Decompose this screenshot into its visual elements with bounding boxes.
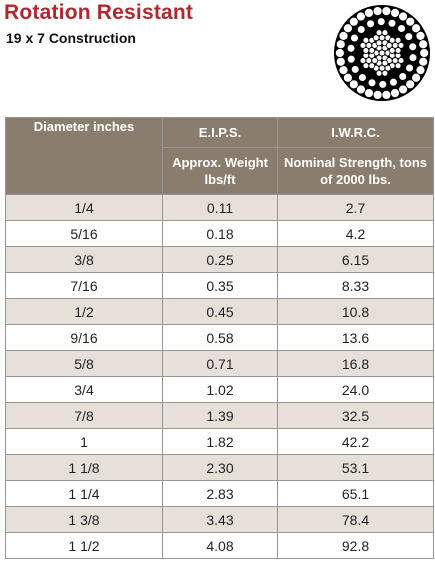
cell-strength: 24.0: [277, 376, 434, 403]
page-title: Rotation Resistant: [4, 1, 194, 24]
table-row: 7/16 0.35 8.33: [5, 272, 434, 299]
cell-diameter: 5/16: [5, 220, 163, 247]
table-row: 1 1/4 2.83 65.1: [5, 480, 434, 507]
cell-strength: 6.15: [277, 246, 434, 273]
table-row: 1 1/2 4.08 92.8: [5, 532, 434, 559]
construction-subtitle: 19 x 7 Construction: [6, 30, 136, 46]
table-row: 1 3/8 3.43 78.4: [5, 506, 434, 533]
cell-strength: 92.8: [277, 532, 434, 559]
table-row: 5/8 0.71 16.8: [5, 350, 434, 377]
cell-strength: 53.1: [277, 454, 434, 481]
cell-weight: 0.18: [162, 220, 278, 247]
cell-weight: 0.25: [162, 246, 278, 273]
cell-diameter: 1/2: [5, 298, 163, 325]
cell-strength: 78.4: [277, 506, 434, 533]
cell-weight: 0.45: [162, 298, 278, 325]
cell-weight: 0.58: [162, 324, 278, 351]
cell-diameter: 1 1/8: [5, 454, 163, 481]
column-header-diameter: Diameter inches: [5, 117, 163, 195]
cell-weight: 1.39: [162, 402, 278, 429]
cell-weight: 4.08: [162, 532, 278, 559]
cell-diameter: 7/16: [5, 272, 163, 299]
cell-strength: 10.8: [277, 298, 434, 325]
cell-strength: 16.8: [277, 350, 434, 377]
cell-strength: 65.1: [277, 480, 434, 507]
cell-diameter: 1 3/8: [5, 506, 163, 533]
cell-weight: 1.02: [162, 376, 278, 403]
table-row: 7/8 1.39 32.5: [5, 402, 434, 429]
cell-strength: 8.33: [277, 272, 434, 299]
cell-diameter: 1 1/4: [5, 480, 163, 507]
cell-diameter: 1 1/2: [5, 532, 163, 559]
cell-weight: 0.35: [162, 272, 278, 299]
cell-weight: 3.43: [162, 506, 278, 533]
cell-diameter: 1: [5, 428, 163, 455]
cell-strength: 2.7: [277, 194, 434, 221]
cell-weight: 2.83: [162, 480, 278, 507]
column-header-weight: Approx. Weight lbs/ft: [162, 147, 278, 195]
column-header-iwrc: I.W.R.C.: [277, 117, 434, 148]
table-row: 1 1/8 2.30 53.1: [5, 454, 434, 481]
table-row: 9/16 0.58 13.6: [5, 324, 434, 351]
cell-strength: 13.6: [277, 324, 434, 351]
table-row: 1 1.82 42.2: [5, 428, 434, 455]
rope-spec-table: Diameter inches E.I.P.S. I.W.R.C. Approx…: [5, 117, 434, 559]
cell-diameter: 9/16: [5, 324, 163, 351]
table-row: 1/4 0.11 2.7: [5, 194, 434, 221]
wire-rope-cross-section-icon: [333, 4, 431, 102]
table-row: 3/4 1.02 24.0: [5, 376, 434, 403]
cell-weight: 2.30: [162, 454, 278, 481]
cell-diameter: 5/8: [5, 350, 163, 377]
cell-strength: 4.2: [277, 220, 434, 247]
cell-weight: 1.82: [162, 428, 278, 455]
cell-diameter: 3/8: [5, 246, 163, 273]
table-row: 5/16 0.18 4.2: [5, 220, 434, 247]
column-header-eips: E.I.P.S.: [162, 117, 278, 148]
cell-diameter: 3/4: [5, 376, 163, 403]
cell-strength: 32.5: [277, 402, 434, 429]
cell-diameter: 1/4: [5, 194, 163, 221]
cell-diameter: 7/8: [5, 402, 163, 429]
cell-weight: 0.71: [162, 350, 278, 377]
cell-strength: 42.2: [277, 428, 434, 455]
table-row: 3/8 0.25 6.15: [5, 246, 434, 273]
cell-weight: 0.11: [162, 194, 278, 221]
table-row: 1/2 0.45 10.8: [5, 298, 434, 325]
column-header-strength: Nominal Strength, tons of 2000 lbs.: [277, 147, 434, 195]
